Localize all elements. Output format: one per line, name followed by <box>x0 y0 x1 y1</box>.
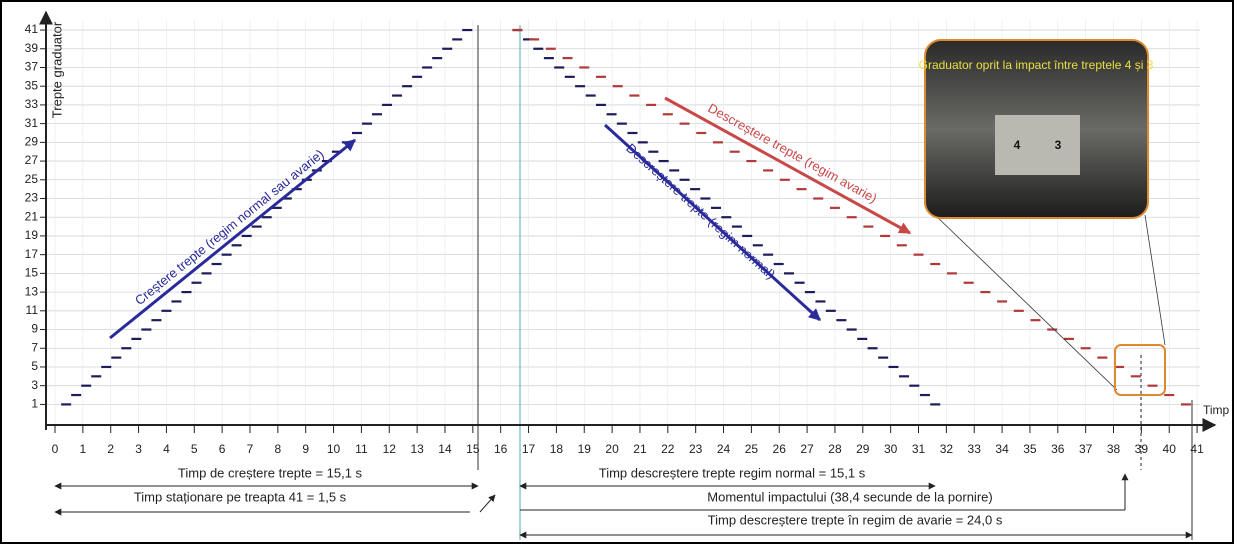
x-tick-label: 21 <box>633 442 647 456</box>
x-tick-label: 16 <box>494 442 508 456</box>
y-tick-label: 41 <box>25 22 39 36</box>
x-tick-label: 25 <box>745 442 759 456</box>
y-tick-label: 29 <box>25 135 39 149</box>
y-tick-label: 17 <box>25 247 39 261</box>
x-tick-label: 27 <box>800 442 814 456</box>
y-tick-label: 27 <box>25 153 39 167</box>
x-tick-label: 36 <box>1051 442 1065 456</box>
x-tick-label: 15 <box>466 442 480 456</box>
x-tick-label: 14 <box>438 442 452 456</box>
x-tick-label: 6 <box>219 442 226 456</box>
y-tick-label: 3 <box>31 378 38 392</box>
y-tick-label: 1 <box>31 397 38 411</box>
y-tick-label: 31 <box>25 116 39 130</box>
x-tick-label: 12 <box>383 442 397 456</box>
x-tick-label: 30 <box>884 442 898 456</box>
annotation: Timp descreștere trepte regim normal = 1… <box>599 465 866 480</box>
arrow <box>603 123 822 322</box>
x-tick-label: 4 <box>163 442 170 456</box>
x-tick-label: 31 <box>912 442 926 456</box>
x-tick-label: 29 <box>856 442 870 456</box>
annotation: Timp descreștere trepte în regim de avar… <box>708 512 1003 527</box>
annotation: Momentul impactului (38,4 secunde de la … <box>707 489 992 504</box>
x-tick-label: 35 <box>1023 442 1037 456</box>
x-tick-label: 33 <box>968 442 982 456</box>
x-tick-label: 41 <box>1190 442 1204 456</box>
x-tick-label: 1 <box>80 442 87 456</box>
y-tick-label: 35 <box>25 78 39 92</box>
y-axis-label: Trepte graduator <box>49 21 64 118</box>
inset-caption: Graduator oprit la impact între treptele… <box>919 58 1154 72</box>
x-tick-label: 11 <box>355 442 368 456</box>
y-tick-label: 15 <box>25 266 39 280</box>
y-tick-label: 39 <box>25 41 39 55</box>
y-tick-label: 9 <box>31 322 38 336</box>
x-tick-label: 0 <box>52 442 59 456</box>
x-tick-label: 10 <box>327 442 341 456</box>
y-tick-label: 19 <box>25 228 39 242</box>
zoom-box <box>1114 344 1166 396</box>
x-tick-label: 37 <box>1079 442 1093 456</box>
x-tick-label: 24 <box>717 442 731 456</box>
arrow <box>109 138 356 340</box>
x-tick-label: 23 <box>689 442 703 456</box>
y-tick-label: 11 <box>26 303 39 317</box>
callout-line <box>934 214 1118 391</box>
y-tick-label: 33 <box>25 97 39 111</box>
x-tick-label: 7 <box>247 442 254 456</box>
inset-plate <box>995 115 1080 175</box>
callout-line <box>1144 214 1166 346</box>
x-tick-label: 2 <box>107 442 114 456</box>
x-tick-label: 17 <box>522 442 536 456</box>
x-tick-label: 32 <box>940 442 954 456</box>
x-tick-label: 28 <box>828 442 842 456</box>
x-tick-label: 22 <box>661 442 675 456</box>
x-tick-label: 40 <box>1163 442 1177 456</box>
y-tick-label: 23 <box>25 191 39 205</box>
inset-digit: 4 <box>1014 138 1021 152</box>
y-tick-label: 37 <box>25 60 39 74</box>
x-tick-label: 3 <box>135 442 142 456</box>
y-tick-label: 25 <box>25 172 39 186</box>
x-tick-label: 26 <box>773 442 787 456</box>
y-tick-label: 21 <box>25 209 39 223</box>
x-tick-label: 13 <box>410 442 424 456</box>
x-tick-label: 8 <box>274 442 281 456</box>
y-tick-label: 13 <box>25 284 39 298</box>
x-tick-label: 20 <box>605 442 619 456</box>
x-tick-label: 39 <box>1135 442 1149 456</box>
annotation: Timp de creștere trepte = 15,1 s <box>178 465 363 480</box>
y-tick-label: 5 <box>31 359 38 373</box>
x-tick-label: 38 <box>1107 442 1121 456</box>
inset-digit: 3 <box>1055 138 1062 152</box>
markers <box>61 28 1191 406</box>
x-tick-label: 5 <box>191 442 198 456</box>
x-tick-label: 9 <box>302 442 309 456</box>
y-tick-label: 7 <box>31 340 38 354</box>
x-axis-label: Timp <box>1203 403 1230 417</box>
arrow <box>664 96 912 235</box>
x-tick-label: 34 <box>995 442 1009 456</box>
x-tick-label: 19 <box>578 442 592 456</box>
x-tick-label: 18 <box>550 442 564 456</box>
annotation: Timp staționare pe treapta 41 = 1,5 s <box>134 489 347 504</box>
dimension-line <box>479 494 496 513</box>
